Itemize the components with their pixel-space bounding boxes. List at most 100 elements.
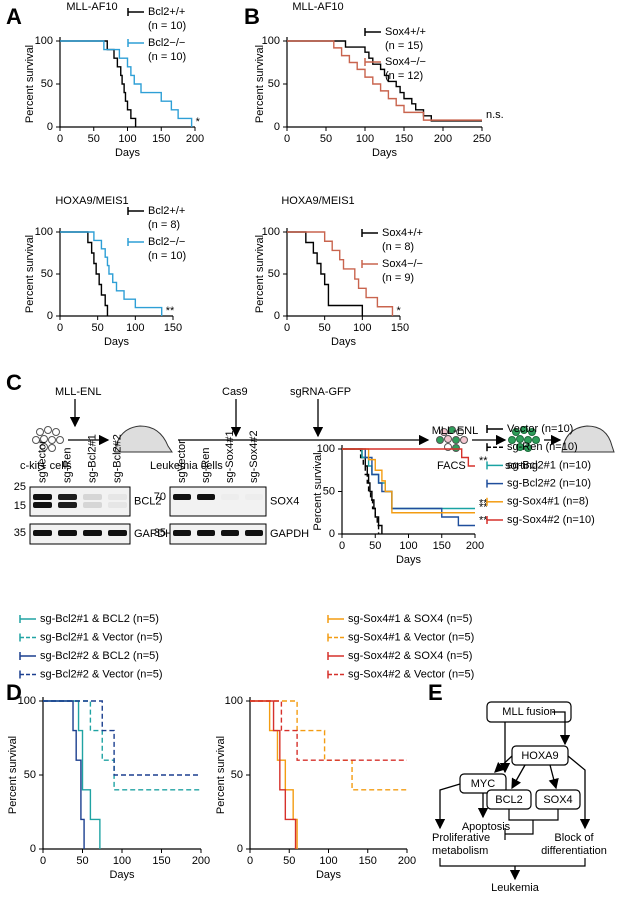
survival-curve	[342, 448, 475, 467]
annotation: n.s.	[486, 109, 504, 121]
x-tick-label: 50	[369, 540, 381, 552]
x-tick-label: 150	[152, 133, 170, 145]
legend-label: sg-Bcl2#2 (n=10)	[507, 478, 591, 490]
axis	[341, 445, 475, 535]
annotation: *	[396, 305, 401, 317]
lane-label: sg-Bcl2#2	[111, 434, 123, 483]
y-tick-label: 0	[47, 121, 53, 133]
diagram: MLL fusion HOXA9 MYC BCL2 SOX4 Apoptosis…	[432, 701, 607, 894]
y-tick-label: 50	[323, 485, 335, 497]
survival-curve	[43, 700, 201, 776]
x-tick-label: 0	[284, 322, 290, 334]
panel-label: E	[428, 680, 443, 705]
x-tick-label: 150	[164, 322, 182, 334]
y-tick-label: 100	[317, 443, 335, 455]
legend-label: sg-Sox4#2 (n=10)	[507, 514, 595, 526]
legend-n: (n = 10)	[148, 51, 186, 63]
schema-label: Leukemia cells	[150, 460, 223, 472]
y-tick-label: 50	[41, 268, 53, 280]
legend-label: Sox4+/+	[385, 26, 426, 38]
legend-label: Sox4−/−	[385, 56, 426, 68]
x-tick-label: 100	[399, 540, 417, 552]
blot-band	[58, 530, 77, 536]
legend-n: (n = 15)	[385, 40, 423, 52]
size-marker: 35	[14, 527, 26, 539]
node: BCL2	[495, 794, 523, 806]
blot-panel	[29, 523, 131, 545]
blot-band	[173, 494, 191, 500]
node: MLL fusion	[502, 706, 555, 718]
legend-n: (n = 8)	[148, 219, 180, 231]
y-tick-label: 0	[237, 843, 243, 855]
y-tick-label: 100	[225, 695, 243, 707]
y-tick-label: 50	[24, 769, 36, 781]
lane-label: sg-Ren	[61, 448, 73, 483]
x-tick-label: 50	[92, 322, 104, 334]
y-tick-label: 100	[35, 35, 53, 47]
x-tick-label: 200	[398, 855, 416, 867]
survival-curve	[43, 700, 85, 849]
y-axis-label: Percent survival	[215, 736, 227, 814]
legend-n: (n = 10)	[148, 250, 186, 262]
x-tick-label: 50	[319, 322, 331, 334]
annotation: **	[479, 502, 488, 514]
node: Proliferative	[432, 832, 490, 844]
x-axis-label: Days	[115, 147, 141, 159]
blot-band	[33, 530, 52, 536]
blot-band	[108, 530, 127, 536]
blot-band	[108, 502, 127, 508]
y-tick-label: 0	[47, 310, 53, 322]
chart-title: MLL-AF10	[66, 1, 117, 13]
x-tick-label: 0	[40, 855, 46, 867]
blot-band	[197, 494, 215, 500]
x-tick-label: 50	[283, 855, 295, 867]
blot-band	[108, 494, 127, 500]
y-axis-label: Percent survival	[254, 235, 266, 313]
schema-step: Cas9	[222, 386, 248, 398]
y-axis-label: Percent survival	[312, 452, 324, 530]
y-tick-label: 50	[268, 268, 280, 280]
blot-panel	[29, 486, 131, 517]
x-tick-label: 100	[113, 855, 131, 867]
schema-label: sorting	[505, 460, 538, 472]
blot-panel	[169, 523, 267, 545]
legend-label: sg-Bcl2#2 & BCL2 (n=5)	[40, 650, 159, 662]
chart-title: HOXA9/MEIS1	[55, 195, 128, 207]
annotation: **	[479, 455, 488, 467]
y-tick-label: 0	[329, 528, 335, 540]
y-axis-label: Percent survival	[24, 235, 36, 313]
blot-band	[33, 502, 52, 508]
survival-curve	[342, 448, 475, 514]
node: Block of	[554, 832, 594, 844]
y-axis-label: Percent survival	[24, 45, 36, 123]
x-axis-label: Days	[396, 554, 422, 566]
x-axis-label: Days	[316, 869, 342, 881]
survival-curve	[250, 700, 407, 791]
x-tick-label: 150	[152, 855, 170, 867]
blot-band	[83, 502, 102, 508]
annotation: **	[479, 514, 488, 526]
blot-band	[221, 494, 239, 500]
y-tick-label: 100	[35, 226, 53, 238]
x-tick-label: 100	[118, 133, 136, 145]
legend-label: sg-Bcl2#1 (n=10)	[507, 459, 591, 471]
legend-label: Bcl2+/+	[148, 6, 185, 18]
protein-label: SOX4	[270, 495, 299, 507]
annotation: **	[166, 305, 175, 317]
panel-label: C	[6, 370, 22, 395]
legend-label: Vector (n=10)	[507, 423, 573, 435]
legend-n: (n = 10)	[148, 20, 186, 32]
x-tick-label: 150	[359, 855, 377, 867]
blot-panel	[169, 486, 267, 517]
blot-band	[83, 494, 102, 500]
survival-curve	[60, 40, 137, 127]
y-tick-label: 100	[262, 35, 280, 47]
survival-curve	[287, 231, 364, 316]
x-tick-label: 100	[126, 322, 144, 334]
x-tick-label: 50	[88, 133, 100, 145]
lane-label: sg-Ren	[200, 448, 212, 483]
annotation: **	[479, 497, 488, 509]
chart-title: MLL-ENL	[432, 425, 478, 437]
legend-label: Bcl2−/−	[148, 236, 185, 248]
